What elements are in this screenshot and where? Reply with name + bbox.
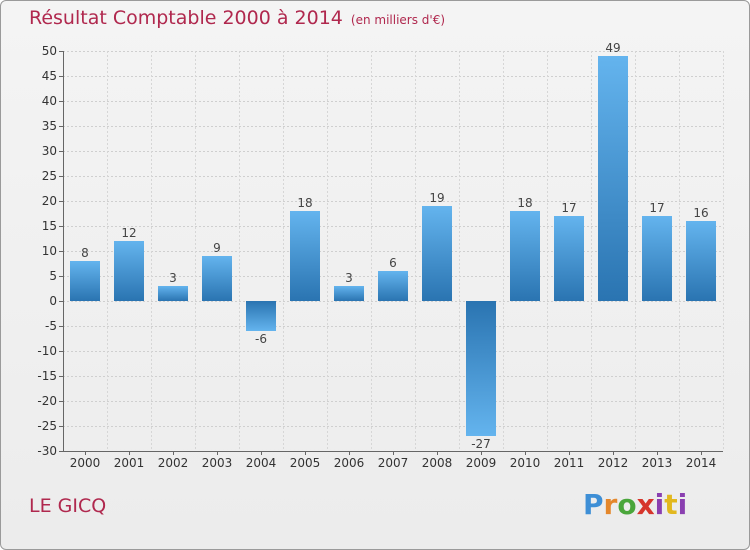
x-tick-label: 2001 [114,456,145,470]
y-tick-label: 45 [42,69,57,83]
bar-2004 [246,301,276,331]
data-label-2009: -27 [471,437,491,451]
bar-2003 [202,256,232,301]
bar-2000 [70,261,100,301]
x-tick-label: 2005 [290,456,321,470]
x-tick-label: 2007 [378,456,409,470]
x-tick-label: 2011 [554,456,585,470]
bar-2006 [334,286,364,301]
chart-title-text: Résultat Comptable 2000 à 2014 [29,7,343,29]
chart-subtitle: (en milliers d'€) [350,13,446,27]
bar-2014 [686,221,716,301]
x-tick-label: 2014 [686,456,717,470]
data-label-2004: -6 [255,332,267,346]
data-label-2013: 17 [649,201,664,215]
x-tick-label: 2000 [70,456,101,470]
x-tick-label: 2012 [598,456,629,470]
y-tick-label: 15 [42,219,57,233]
bar-2012 [598,56,628,301]
data-label-2008: 19 [429,191,444,205]
data-label-2012: 49 [605,41,620,55]
bar-2007 [378,271,408,301]
data-label-2007: 6 [389,256,397,270]
y-tick-label: 0 [49,294,57,308]
bar-2010 [510,211,540,301]
data-label-2003: 9 [213,241,221,255]
bar-2002 [158,286,188,301]
bar-2005 [290,211,320,301]
data-label-2000: 8 [81,246,89,260]
data-labels: 8 12 3 9 -6 18 3 6 19 -27 18 17 49 17 16 [81,41,708,451]
y-tick-label: -20 [37,394,57,408]
y-tick-label: 20 [42,194,57,208]
x-tick-label: 2009 [466,456,497,470]
y-tick-label: 25 [42,169,57,183]
data-label-2001: 12 [121,226,136,240]
y-tick-label: -5 [45,319,57,333]
y-tick-label: -10 [37,344,57,358]
bars [70,56,716,436]
axes: 50454035302520151050-5-10-15-20-25-30200… [37,44,723,470]
bar-2009 [466,301,496,436]
y-tick-label: -15 [37,369,57,383]
proxiti-logo: Proxiti [583,488,688,521]
bar-2011 [554,216,584,301]
data-label-2011: 17 [561,201,576,215]
bar-2013 [642,216,672,301]
data-label-2005: 18 [297,196,312,210]
x-tick-label: 2004 [246,456,277,470]
data-label-2014: 16 [693,206,708,220]
y-tick-label: 5 [49,269,57,283]
data-label-2002: 3 [169,271,177,285]
x-tick-label: 2003 [202,456,233,470]
chart-title: Résultat Comptable 2000 à 2014 (en millie… [29,7,445,29]
bar-2001 [114,241,144,301]
grid-lines [63,51,724,452]
x-tick-label: 2002 [158,456,189,470]
data-label-2006: 3 [345,271,353,285]
y-tick-label: 30 [42,144,57,158]
commune-name: LE GICQ [29,495,107,517]
x-tick-label: 2008 [422,456,453,470]
x-tick-label: 2013 [642,456,673,470]
x-tick-label: 2006 [334,456,365,470]
y-tick-label: 10 [42,244,57,258]
y-tick-label: 50 [42,44,57,58]
y-tick-label: 40 [42,94,57,108]
y-tick-label: -30 [37,444,57,458]
y-tick-label: -25 [37,419,57,433]
y-tick-label: 35 [42,119,57,133]
bar-2008 [422,206,452,301]
data-label-2010: 18 [517,196,532,210]
x-tick-label: 2010 [510,456,541,470]
